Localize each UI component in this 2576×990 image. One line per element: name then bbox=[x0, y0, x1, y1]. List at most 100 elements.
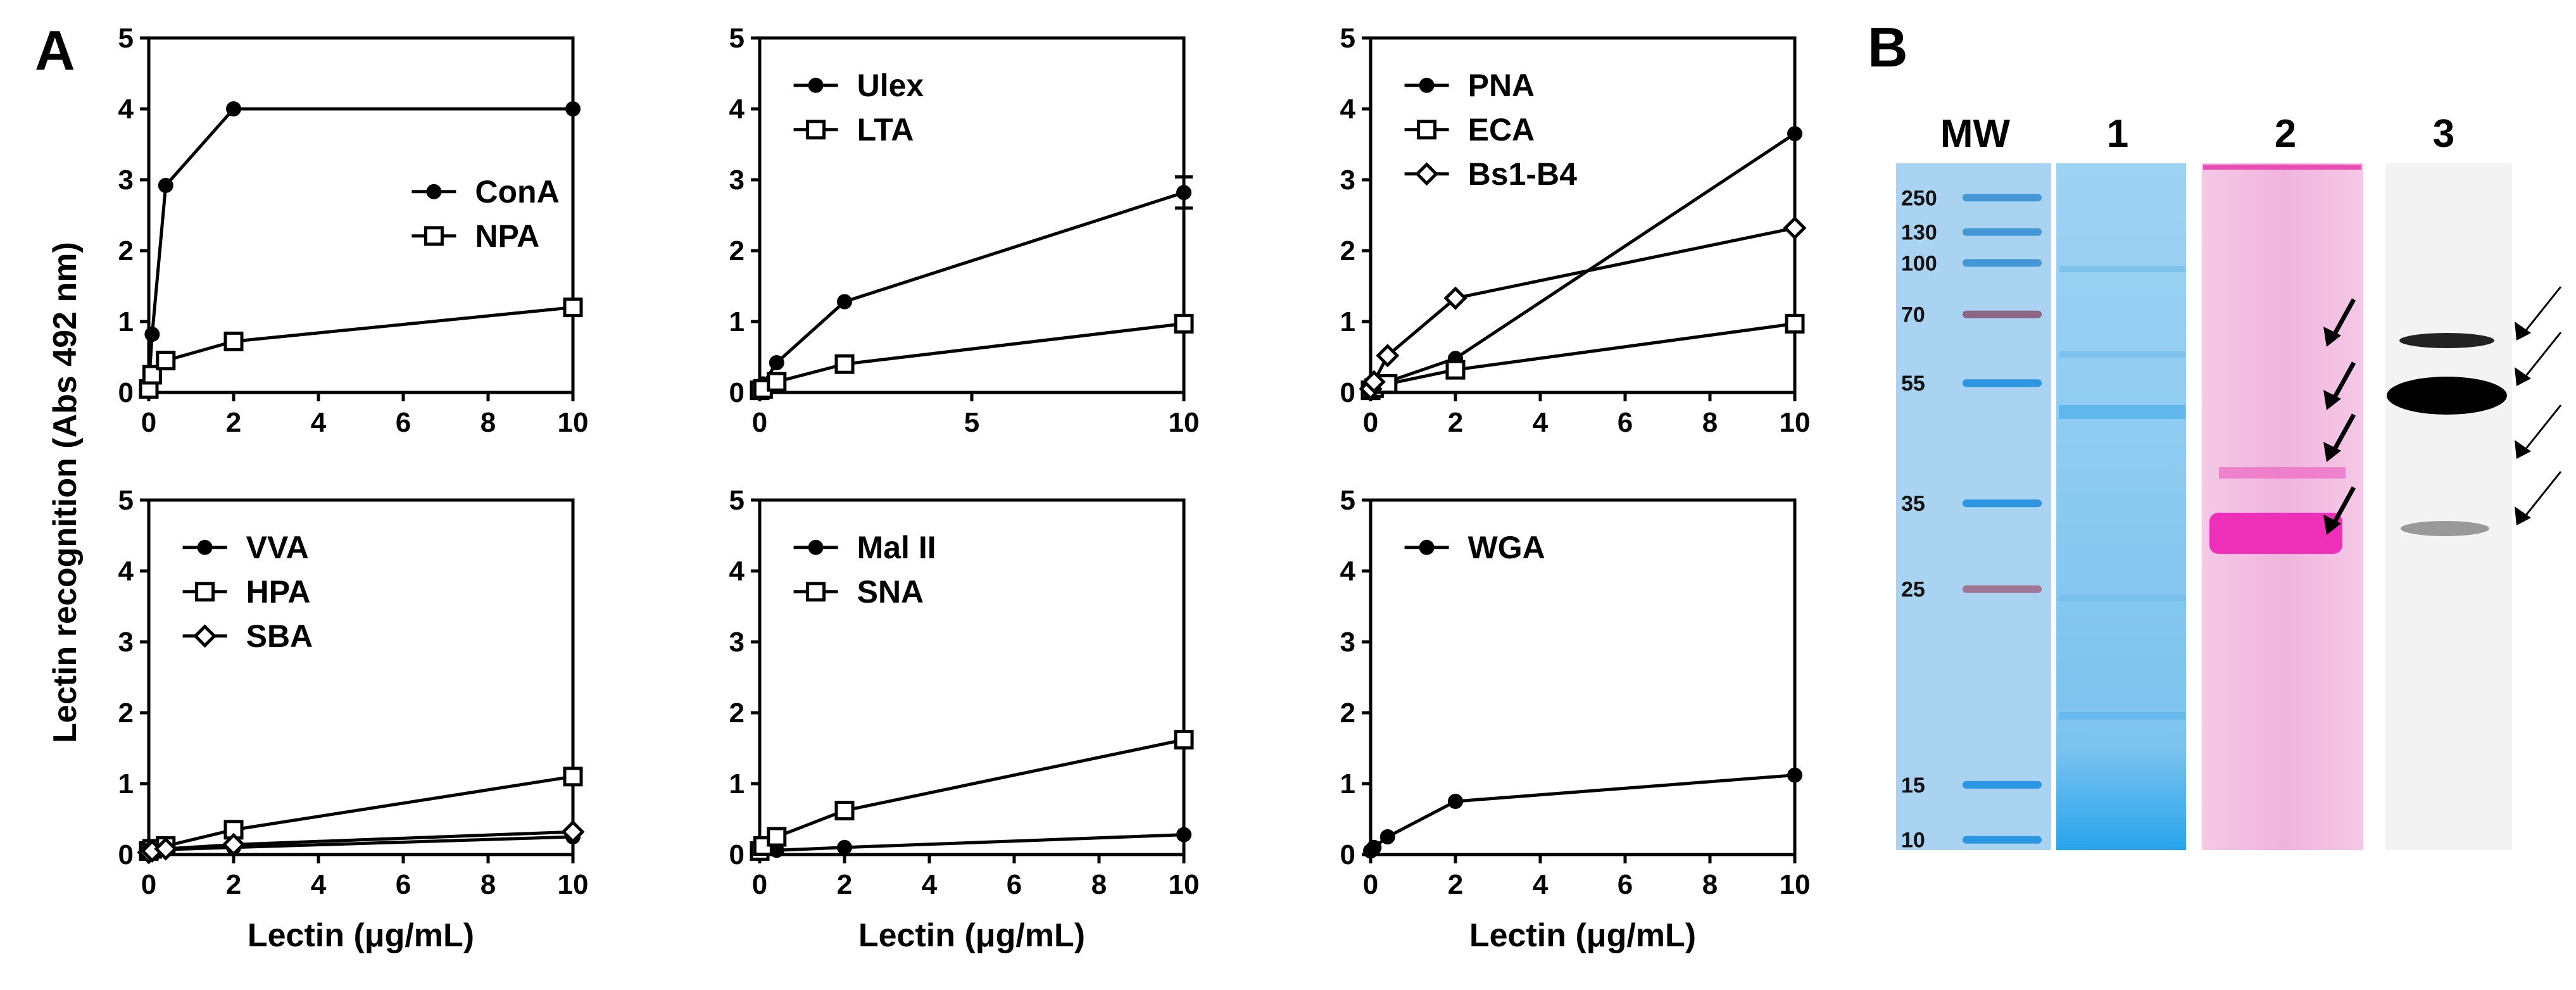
data-point-diamond bbox=[222, 832, 246, 856]
x-tick-label: 10 bbox=[1169, 407, 1200, 438]
data-point-square bbox=[1785, 313, 1805, 334]
x-axis-title: Lectin (μg/mL) bbox=[1469, 917, 1696, 954]
y-tick-label: 4 bbox=[1340, 556, 1356, 587]
chart-5: 0 1 2 3 4 5 0 2 4 6 8 10 Lectin (μg/mL) Mal II SNA bbox=[729, 485, 1200, 954]
arrow-shaft bbox=[2522, 332, 2562, 380]
y-tick-label: 0 bbox=[118, 377, 134, 408]
data-point-square bbox=[156, 351, 176, 371]
legend-marker-square bbox=[806, 582, 826, 602]
lane-2-arrow bbox=[2323, 413, 2356, 462]
legend-marker-square bbox=[424, 226, 444, 246]
y-tick-label: 0 bbox=[1340, 839, 1355, 870]
arrow-head bbox=[2323, 390, 2341, 410]
arrow-head bbox=[2323, 327, 2341, 347]
chart-6: 0 1 2 3 4 5 0 2 4 6 8 10 Lectin (μg/mL) WGA bbox=[1340, 485, 1811, 954]
y-tick-label: 4 bbox=[1340, 94, 1356, 125]
lane-2-arrow bbox=[2323, 486, 2356, 535]
data-point-square bbox=[767, 827, 787, 847]
x-tick-label: 4 bbox=[1533, 407, 1549, 438]
lane-3-band bbox=[2399, 333, 2494, 348]
arrow-shaft bbox=[2522, 286, 2562, 335]
legend-label: Bs1-B4 bbox=[1468, 156, 1577, 192]
y-tick-label: 3 bbox=[729, 165, 745, 196]
y-tick-label: 0 bbox=[729, 377, 745, 408]
lane-2-band bbox=[2209, 513, 2342, 554]
x-axis-title: Lectin (μg/mL) bbox=[248, 917, 474, 954]
panel-a-label: A bbox=[35, 19, 75, 82]
lane-labels: MW 1 2 3 bbox=[1940, 112, 2454, 156]
arrow-head bbox=[2515, 506, 2531, 525]
y-tick-label: 1 bbox=[1340, 306, 1355, 337]
plot-frame bbox=[758, 36, 1186, 394]
lane-3-arrow bbox=[2515, 332, 2562, 386]
data-point-circle bbox=[226, 101, 241, 116]
gel-lane-2 bbox=[2202, 163, 2363, 850]
y-tick-label: 5 bbox=[1340, 485, 1355, 516]
y-tick-label: 2 bbox=[118, 698, 134, 729]
legend-marker-circle bbox=[1419, 77, 1435, 93]
x-tick-label: 4 bbox=[311, 407, 327, 438]
arrow-head bbox=[2323, 442, 2341, 462]
plot-frame bbox=[758, 498, 1186, 856]
legend-label: WGA bbox=[1468, 530, 1545, 565]
y-tick-label: 1 bbox=[729, 306, 745, 337]
lane-label-2: 2 bbox=[2275, 112, 2296, 156]
x-tick-label: 0 bbox=[752, 407, 767, 438]
x-tick-label: 2 bbox=[1448, 407, 1463, 438]
series-line-lta bbox=[759, 322, 1184, 392]
legend-label: SBA bbox=[246, 618, 313, 654]
chart-4: 0 1 2 3 4 5 0 2 4 6 8 10 Lectin (μg/mL) VVA HPA SBA bbox=[118, 485, 589, 954]
band-arrows bbox=[2323, 286, 2562, 535]
mw-band-25 bbox=[1963, 585, 2042, 593]
x-tick-label: 2 bbox=[226, 407, 241, 438]
x-tick-label: 2 bbox=[226, 869, 241, 900]
data-point-square bbox=[563, 767, 583, 787]
data-point-circle bbox=[1379, 829, 1395, 844]
legend-label: Ulex bbox=[857, 68, 924, 103]
arrow-shaft bbox=[2522, 471, 2562, 520]
series-line-eca bbox=[1369, 322, 1795, 392]
x-tick-label: 10 bbox=[1780, 869, 1811, 900]
arrow-head bbox=[2323, 515, 2341, 535]
plot-frame bbox=[147, 498, 575, 856]
legend-label: ECA bbox=[1468, 112, 1535, 147]
y-tick-label: 4 bbox=[729, 556, 745, 587]
data-point-diamond bbox=[561, 820, 585, 844]
data-point-square bbox=[767, 372, 787, 392]
data-point-square bbox=[223, 820, 244, 840]
y-tick-label: 5 bbox=[729, 23, 745, 54]
plot-frame bbox=[1369, 36, 1797, 394]
mw-band-100 bbox=[1963, 259, 2042, 267]
lane-2-band bbox=[2203, 165, 2361, 170]
y-tick-label: 5 bbox=[118, 23, 134, 54]
lane-2-band bbox=[2219, 467, 2346, 479]
lane-label-3: 3 bbox=[2433, 112, 2454, 156]
x-tick-label: 2 bbox=[1448, 869, 1463, 900]
y-tick-label: 1 bbox=[118, 768, 134, 799]
x-tick-label: 8 bbox=[1702, 869, 1718, 900]
y-tick-label: 3 bbox=[118, 165, 134, 196]
arrow-head bbox=[2515, 367, 2531, 386]
lane-1-band bbox=[2059, 595, 2185, 601]
data-point-circle bbox=[769, 354, 784, 370]
legend-marker-diamond bbox=[1415, 162, 1439, 186]
lane-label-1: 1 bbox=[2107, 112, 2128, 156]
legend-marker-diamond bbox=[193, 624, 217, 648]
data-point-circle bbox=[837, 294, 852, 310]
y-tick-label: 5 bbox=[729, 485, 745, 516]
x-tick-label: 4 bbox=[1533, 869, 1549, 900]
data-point-circle bbox=[1448, 794, 1463, 809]
data-point-circle bbox=[144, 327, 160, 342]
y-tick-label: 1 bbox=[118, 306, 134, 337]
x-tick-label: 2 bbox=[837, 869, 852, 900]
gel-panel-b: 250 130 100 70 55 35 25 15 10 MW 1 2 3 bbox=[1896, 112, 2562, 853]
x-tick-label: 8 bbox=[481, 869, 496, 900]
series-line-sna bbox=[758, 738, 1184, 852]
data-point-diamond bbox=[1362, 370, 1386, 394]
y-tick-label: 4 bbox=[118, 556, 134, 587]
x-tick-label: 6 bbox=[1007, 869, 1022, 900]
x-tick-label: 6 bbox=[396, 407, 411, 438]
data-point-diamond bbox=[1376, 344, 1400, 368]
mw-band-10 bbox=[1963, 836, 2042, 844]
